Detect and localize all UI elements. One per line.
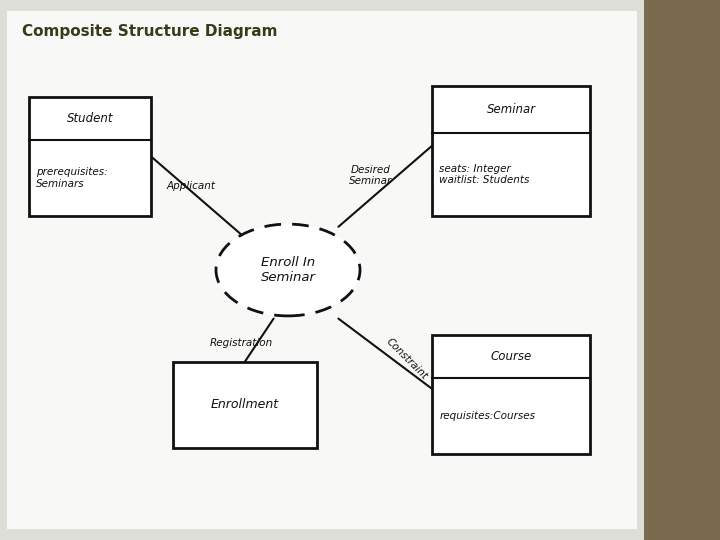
Bar <box>644 0 720 540</box>
Text: Composite Structure Diagram: Composite Structure Diagram <box>22 24 277 39</box>
Bar <box>173 362 317 448</box>
Ellipse shape <box>216 224 360 316</box>
Bar <box>432 86 590 216</box>
Text: Enrollment: Enrollment <box>211 399 279 411</box>
Text: Student: Student <box>67 112 113 125</box>
Text: requisites:Courses: requisites:Courses <box>439 410 535 421</box>
Text: Applicant: Applicant <box>166 181 215 191</box>
Bar <box>29 97 151 216</box>
Text: Seminar: Seminar <box>487 103 536 116</box>
Bar <box>173 362 317 448</box>
Bar <box>29 97 151 216</box>
Text: prerequisites:
Seminars: prerequisites: Seminars <box>36 167 107 189</box>
Text: Constraint: Constraint <box>384 336 429 382</box>
Text: Desired
Seminar: Desired Seminar <box>349 165 392 186</box>
Text: Course: Course <box>490 350 532 363</box>
Bar <box>432 335 590 454</box>
Bar <box>432 335 590 454</box>
Text: Enroll In
Seminar: Enroll In Seminar <box>261 256 315 284</box>
Text: seats: Integer
waitlist: Students: seats: Integer waitlist: Students <box>439 164 530 185</box>
Text: Registration: Registration <box>210 338 273 348</box>
Bar <box>7 11 637 529</box>
Bar <box>432 86 590 216</box>
